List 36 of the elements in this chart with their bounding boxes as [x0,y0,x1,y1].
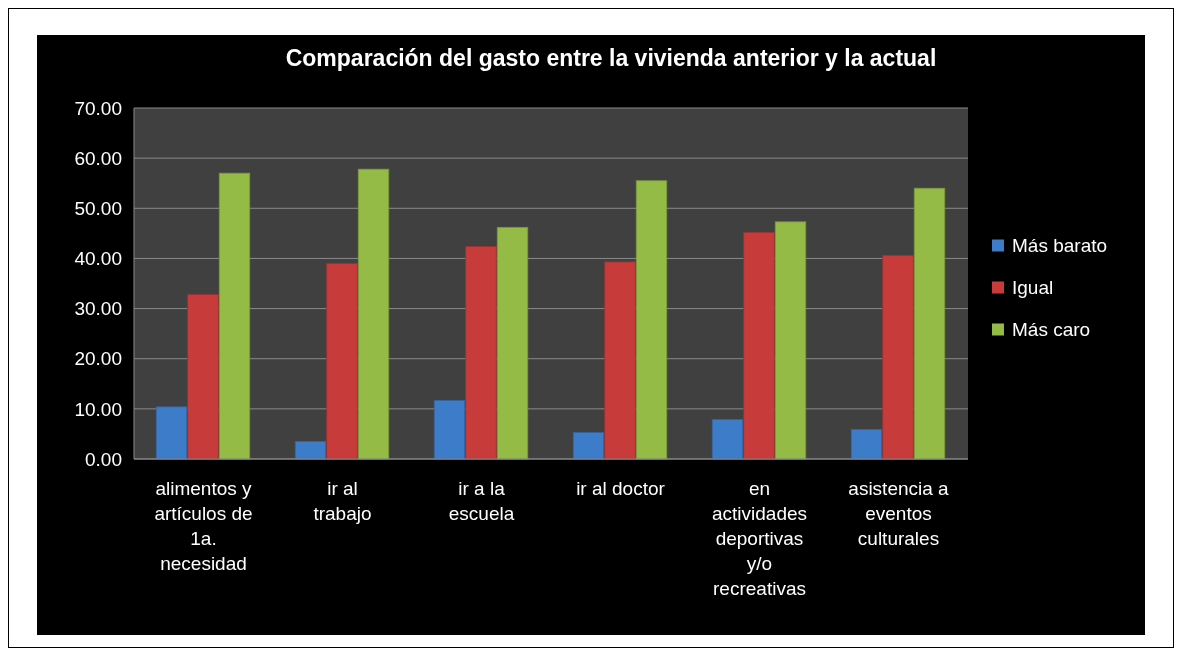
bar [913,187,946,460]
legend-label: Igual [1012,277,1054,299]
y-tick-label: 50.00 [74,197,122,219]
bar [465,245,497,460]
bar [850,429,883,460]
x-tick-label: ir a la escuela [448,478,515,524]
bar [882,255,914,460]
bar [711,418,744,460]
y-tick-label: 30.00 [74,298,122,320]
x-tick-label: ir al doctor [576,478,666,499]
y-tick-label: 20.00 [74,348,122,370]
y-tick-label: 60.00 [74,147,122,169]
legend-label: Más caro [1012,319,1091,341]
legend-label: Más barato [1012,235,1108,257]
y-tick-label: 0.00 [85,448,122,470]
x-tick-label: asistencia a eventos culturales [848,478,950,549]
y-tick-label: 10.00 [74,398,122,420]
bar [496,226,529,460]
y-tick-label: 40.00 [74,248,122,270]
bar [326,263,358,460]
x-tick-label: en actividades deportivas y/o recreativas [711,478,808,599]
chart-title: Comparación del gasto entre la vivienda anterior y la actual [285,45,937,71]
bar [294,441,327,460]
bar [743,231,775,460]
bar [572,432,605,460]
x-tick-label: ir al trabajo [313,478,372,524]
y-tick-label: 70.00 [74,97,122,119]
x-tick-label: alimentos y artículos de 1a. necesidad [154,478,253,574]
bar [155,406,188,460]
bar [604,261,636,460]
bar [218,172,251,460]
bar [187,294,219,460]
bar [774,221,807,460]
bar [635,180,668,460]
bar [433,399,466,460]
bar [357,168,390,460]
